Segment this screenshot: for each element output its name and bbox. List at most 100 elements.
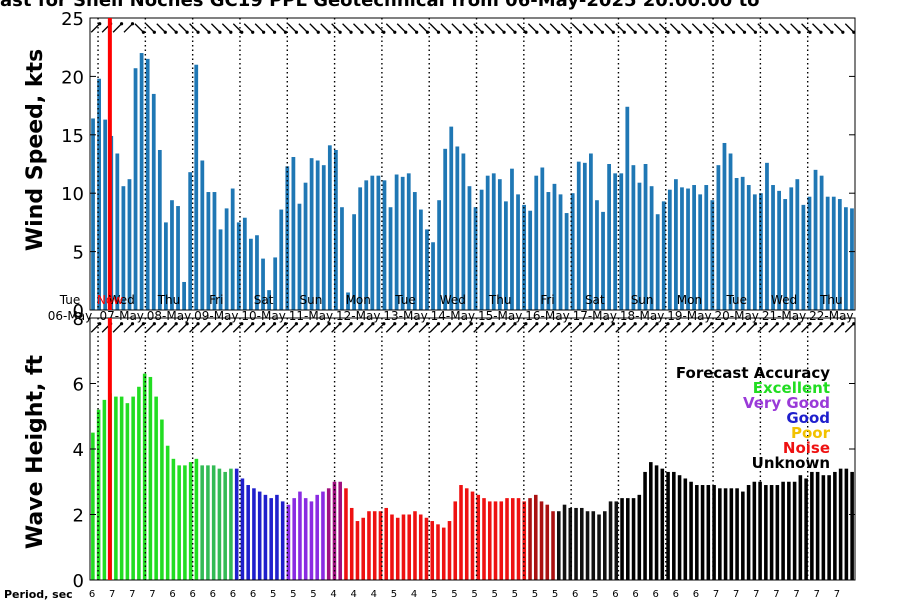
wind-bar (291, 156, 296, 310)
day-of-week-label: Wed (109, 293, 135, 307)
period-value: 7 (713, 589, 719, 600)
wind-bar (613, 173, 618, 310)
direction-arrow (189, 23, 199, 33)
day-of-week-label: Sun (631, 293, 654, 307)
date-label: 18-May (620, 309, 664, 323)
y-tick-label: 4 (73, 440, 84, 461)
direction-arrow-head (360, 30, 364, 34)
wind-bar (850, 208, 854, 310)
wave-bar (522, 501, 527, 580)
wave-bar (447, 521, 452, 580)
direction-arrow-head (611, 322, 615, 326)
period-value: 5 (270, 589, 276, 600)
direction-arrow-head (141, 322, 146, 326)
direction-arrow (374, 23, 385, 33)
direction-arrow-head (458, 322, 462, 326)
wind-bar (431, 242, 435, 310)
period-value: 6 (250, 589, 256, 600)
direction-arrow (462, 23, 472, 33)
direction-arrow-head (546, 30, 550, 34)
period-value: 5 (552, 589, 558, 600)
wave-bar (574, 507, 578, 580)
wave-bar (752, 481, 757, 580)
direction-arrow (506, 23, 516, 33)
period-value: 7 (793, 589, 799, 600)
direction-arrow-head (546, 322, 550, 326)
y-tick-label: 25 (61, 9, 84, 30)
period-value: 4 (330, 589, 336, 600)
wave-bar (689, 481, 693, 580)
date-label: 17-May (573, 309, 617, 323)
wave-bar (493, 501, 498, 580)
direction-arrow (812, 323, 822, 333)
direction-arrow (790, 323, 800, 333)
period-value: 6 (169, 589, 175, 600)
wave-bar (119, 396, 124, 580)
direction-arrow-head (393, 322, 397, 326)
wave-bar (591, 511, 596, 580)
wind-bar (236, 222, 241, 310)
wave-bar (309, 501, 314, 580)
wind-bar (674, 179, 678, 310)
direction-arrow-head (557, 322, 561, 326)
direction-arrow-head (775, 30, 779, 34)
period-value: 7 (773, 589, 779, 600)
wind-bar (133, 68, 138, 310)
direction-arrow (833, 323, 844, 333)
direction-arrow (637, 323, 647, 333)
date-label: 22-May (809, 309, 853, 323)
direction-arrow-head (852, 30, 856, 34)
wind-bar (740, 176, 745, 310)
direction-arrow (254, 23, 265, 33)
direction-arrow-head (98, 22, 102, 26)
direction-arrow (407, 323, 418, 333)
wind-bar (777, 190, 781, 310)
period-value: 5 (532, 589, 538, 600)
direction-arrow (265, 23, 276, 33)
direction-arrow (713, 323, 724, 333)
direction-arrow (418, 323, 429, 333)
direction-arrow-head (272, 30, 277, 34)
direction-arrow (833, 23, 844, 33)
direction-arrow-head (415, 322, 419, 326)
direction-arrow-head (141, 30, 146, 34)
direction-arrow (396, 323, 407, 333)
period-value: 4 (351, 589, 357, 600)
direction-arrow (298, 323, 308, 333)
date-label: 12-May (336, 309, 380, 323)
direction-arrow-head (797, 322, 801, 326)
wind-bar (358, 187, 363, 310)
wave-bar (367, 511, 371, 580)
direction-arrow (779, 23, 789, 33)
direction-arrow (178, 23, 188, 33)
direction-arrow (549, 23, 560, 33)
wind-bar (813, 169, 818, 310)
direction-arrow-head (491, 322, 495, 326)
wind-bar (552, 183, 557, 310)
direction-arrow-head (98, 322, 102, 326)
direction-arrow-head (742, 322, 747, 326)
wind-bar (285, 166, 290, 310)
direction-arrow (615, 323, 625, 333)
direction-arrow (549, 323, 560, 333)
wind-bar (783, 199, 788, 310)
period-value: 5 (431, 589, 437, 600)
direction-arrow-head (152, 30, 156, 34)
legend-item: Excellent (753, 379, 830, 397)
wind-bar (170, 200, 174, 310)
direction-arrow (440, 23, 450, 33)
wave-bar (562, 504, 567, 580)
wind-bar (376, 175, 381, 310)
direction-arrow-head (294, 30, 299, 34)
direction-arrow-head (731, 322, 736, 326)
y-axis-label: Wave Height, ft (23, 354, 48, 549)
wave-bar (666, 471, 670, 580)
direction-arrow-head (513, 322, 517, 326)
period-value: 5 (451, 589, 457, 600)
wind-bar (267, 290, 271, 310)
wave-bar (177, 465, 181, 580)
period-value: 6 (673, 589, 679, 600)
wind-bar (595, 200, 599, 310)
day-of-week-label: Thu (157, 293, 181, 307)
direction-arrow-head (218, 30, 222, 34)
